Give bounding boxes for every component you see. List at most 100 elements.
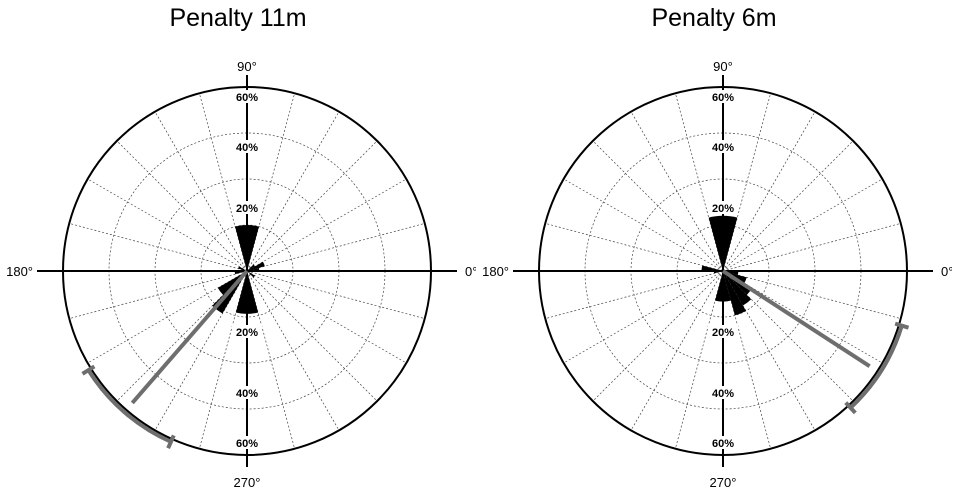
grid-spoke: [722, 111, 816, 272]
angle-tick-label: 270°: [234, 475, 261, 490]
grid-spoke: [246, 111, 340, 272]
grid-spoke: [722, 270, 883, 364]
radial-label-bg: [708, 90, 738, 103]
confidence-arc-cap: [844, 401, 857, 415]
grid-spoke: [592, 270, 724, 402]
radial-label-bg: [232, 325, 262, 338]
grid-spoke: [246, 270, 340, 431]
histogram-wedge: [247, 261, 265, 271]
radial-label-bg: [232, 436, 262, 449]
grid-spoke: [592, 140, 724, 272]
angle-tick-label: 90°: [713, 59, 733, 74]
mean-direction-line: [721, 269, 871, 368]
grid-spoke: [630, 111, 724, 272]
angle-tick-label: 0°: [941, 264, 952, 279]
radial-label-bg: [708, 201, 738, 214]
grid-spoke: [563, 178, 724, 272]
angle-tick-label: 180°: [6, 264, 33, 279]
grid-spoke: [722, 223, 901, 272]
grid-spoke: [199, 270, 248, 449]
grid-spoke: [246, 223, 425, 272]
histogram-wedge: [238, 266, 247, 271]
radial-label-bg: [708, 140, 738, 153]
polar-plot: 20% 20% 40% 40% 60% 60% 0° 90° 180° 270°: [482, 59, 952, 490]
grid-spoke: [154, 111, 248, 272]
histogram-wedge: [235, 271, 247, 314]
mean-direction-line: [130, 269, 249, 405]
radial-tick-label: 40%: [236, 142, 258, 154]
grid-spoke: [722, 270, 816, 431]
polar-plot: 20% 20% 40% 40% 60% 60% 0° 90° 180° 270°: [6, 59, 476, 490]
histogram-wedge: [247, 271, 259, 314]
confidence-arc: [86, 369, 172, 444]
grid-spoke: [116, 270, 248, 402]
histogram-wedge: [235, 225, 247, 271]
radial-tick-label: 40%: [712, 142, 734, 154]
polar-chart-right: Penalty 6m 20% 20% 40% 40% 60% 60% 0° 90° 180° 27…: [476, 0, 952, 498]
histogram-wedge: [723, 271, 731, 302]
grid-spoke: [246, 93, 295, 272]
confidence-arc-cap: [81, 364, 96, 376]
histogram-wedge: [247, 225, 259, 271]
grid-spoke: [246, 178, 407, 272]
grid-spoke: [69, 223, 248, 272]
histogram-wedge: [247, 271, 255, 278]
grid-spoke: [246, 270, 425, 319]
angle-tick-label: 0°: [465, 264, 476, 279]
confidence-arc-cap: [166, 434, 176, 450]
histogram-wedge: [715, 271, 723, 302]
radial-tick-label: 40%: [236, 388, 258, 400]
grid-spoke: [246, 270, 407, 364]
grid-spoke: [87, 270, 248, 364]
histogram-wedge: [708, 215, 723, 271]
grid-spoke: [545, 223, 724, 272]
outer-circle: [62, 86, 432, 456]
histogram-wedge: [247, 264, 255, 271]
radial-tick-label: 20%: [712, 203, 734, 215]
confidence-arc: [849, 325, 904, 410]
grid-spoke: [69, 270, 248, 319]
angle-tick-label: 270°: [710, 475, 737, 490]
radial-label-bg: [232, 90, 262, 103]
grid-spoke: [630, 270, 724, 431]
angle-tick-label: 90°: [237, 59, 257, 74]
angle-tick-label: 180°: [482, 264, 509, 279]
grid-spoke: [722, 140, 854, 272]
radial-label-bg: [232, 386, 262, 399]
outer-circle: [538, 86, 908, 456]
radial-label-bg: [232, 201, 262, 214]
grid-spoke: [563, 270, 724, 364]
radial-label-bg: [232, 140, 262, 153]
radial-tick-label: 40%: [712, 388, 734, 400]
grid-spoke: [246, 140, 378, 272]
histogram-wedge: [723, 215, 738, 271]
grid-spoke: [246, 270, 295, 449]
radial-tick-label: 20%: [712, 327, 734, 339]
radial-label-bg: [708, 386, 738, 399]
confidence-arc-cap: [894, 321, 910, 330]
radial-label-bg: [708, 325, 738, 338]
grid-spoke: [722, 93, 771, 272]
grid-spoke: [87, 178, 248, 272]
grid-spoke: [722, 270, 901, 319]
radial-tick-label: 60%: [712, 438, 734, 450]
chart-title: Penalty 11m: [169, 4, 307, 32]
radial-label-bg: [708, 436, 738, 449]
histogram-wedge: [723, 271, 752, 306]
chart-title: Penalty 6m: [651, 4, 777, 32]
grid-spoke: [116, 140, 248, 272]
grid-spoke: [722, 270, 854, 402]
radial-tick-label: 20%: [236, 203, 258, 215]
grid-spoke: [545, 270, 724, 319]
polar-chart-left: Penalty 11m 20% 20% 40% 40% 60% 60% 0° 90° 180° 2…: [0, 0, 476, 498]
grid-spoke: [154, 270, 248, 431]
grid-spoke: [246, 270, 378, 402]
histogram-wedge: [723, 271, 746, 316]
grid-spoke: [199, 93, 248, 272]
grid-spoke: [722, 178, 883, 272]
histogram-wedge: [701, 265, 723, 271]
radial-tick-label: 60%: [712, 92, 734, 104]
radial-tick-label: 20%: [236, 327, 258, 339]
radial-tick-label: 60%: [236, 92, 258, 104]
grid-spoke: [722, 270, 771, 449]
